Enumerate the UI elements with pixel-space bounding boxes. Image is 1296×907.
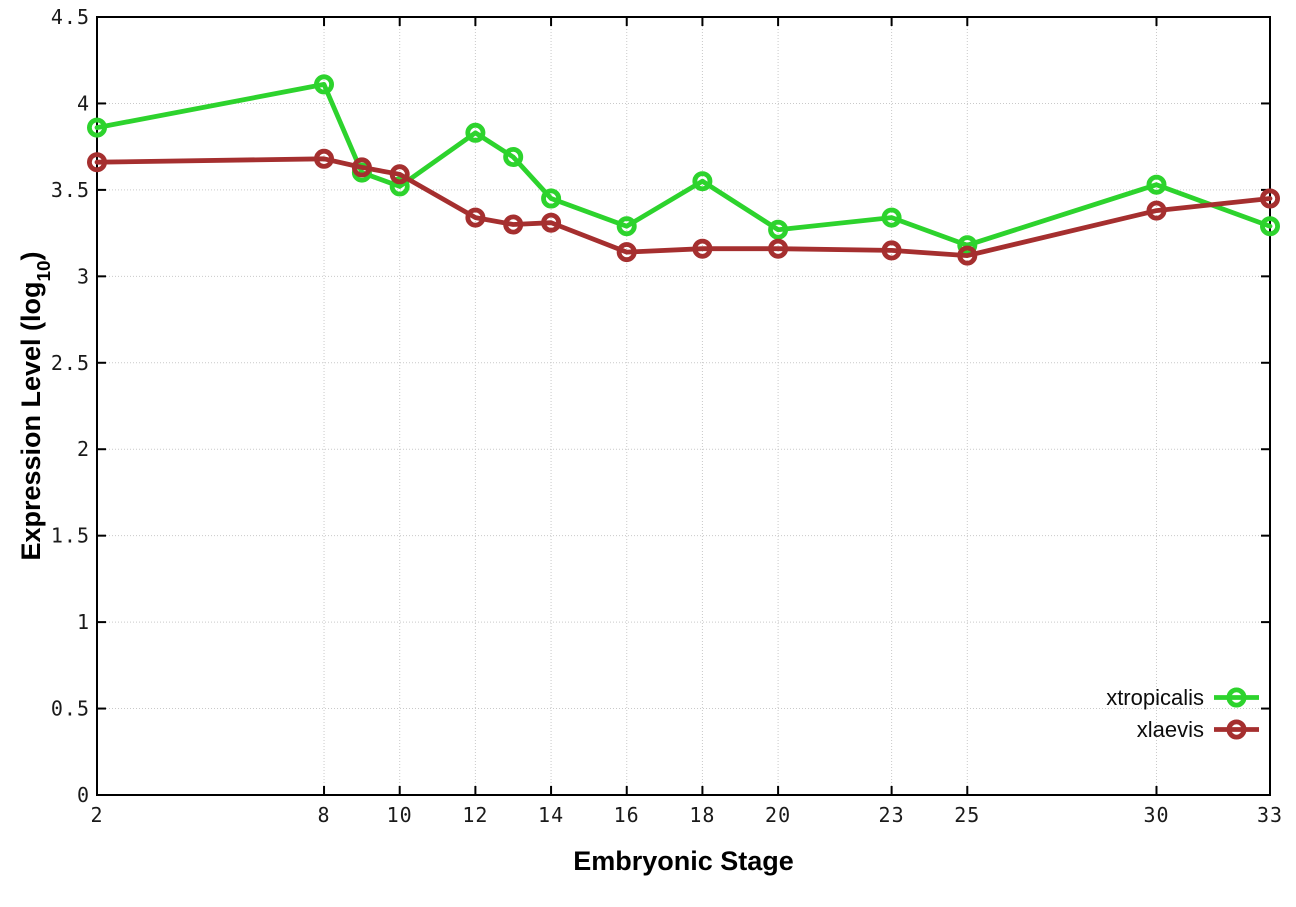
data-point-xlaevis (389, 164, 410, 185)
data-point-xlaevis (541, 212, 562, 233)
data-point-xtropicalis (692, 171, 713, 192)
y-axis-title-subscript: 10 (33, 260, 55, 282)
x-tick-label: 12 (462, 803, 488, 827)
data-point-xtropicalis (768, 219, 789, 240)
x-axis-title: Embryonic Stage (573, 846, 794, 876)
x-tick-label: 30 (1143, 803, 1169, 827)
data-point-xtropicalis (389, 176, 410, 197)
data-point-xlaevis (1146, 200, 1167, 221)
y-axis-title-close: ) (15, 251, 46, 261)
data-point-xtropicalis (87, 117, 108, 138)
data-point-xtropicalis (313, 74, 334, 95)
data-point-xlaevis (881, 240, 902, 261)
legend-label-xlaevis: xlaevis (1136, 717, 1204, 742)
line-marker-icon (1214, 719, 1259, 740)
x-tick-label: 8 (317, 803, 330, 827)
x-tick-label: 2 (90, 803, 103, 827)
y-tick-label: 2.5 (51, 351, 90, 375)
y-tick-label: 3 (77, 264, 90, 288)
x-tick-label: 18 (689, 803, 715, 827)
x-tick-label: 33 (1257, 803, 1283, 827)
y-tick-label: 4 (77, 91, 90, 115)
x-tick-label: 25 (954, 803, 980, 827)
data-point-xtropicalis (1260, 216, 1281, 237)
x-tick-label: 16 (614, 803, 640, 827)
x-tick-label: 20 (765, 803, 791, 827)
data-point-xtropicalis (465, 122, 486, 143)
data-point-xlaevis (616, 242, 637, 263)
data-point-xlaevis (87, 152, 108, 173)
y-tick-label: 0.5 (51, 697, 90, 721)
legend-sample-marker (1226, 687, 1247, 708)
data-point-xtropicalis (616, 216, 637, 237)
x-tick-label: 10 (387, 803, 413, 827)
series-line-xtropicalis (94, 82, 1273, 248)
line-marker-icon (1214, 687, 1259, 708)
legend: xtropicalis xlaevis (1106, 685, 1260, 742)
y-tick-label: 4.5 (51, 5, 90, 29)
x-tick-label: 23 (879, 803, 905, 827)
y-tick-label: 2 (77, 437, 90, 461)
data-point-xlaevis (1260, 188, 1281, 209)
y-tick-label: 3.5 (51, 178, 90, 202)
data-point-xlaevis (957, 245, 978, 266)
y-tick-label: 0 (77, 783, 90, 807)
data-point-xlaevis (503, 214, 524, 235)
data-point-xlaevis (768, 238, 789, 259)
y-tick-label: 1 (77, 610, 90, 634)
data-point-xtropicalis (1146, 174, 1167, 195)
y-tick-label: 1.5 (51, 524, 90, 548)
data-point-xlaevis (351, 157, 372, 178)
legend-entry-xtropicalis: xtropicalis (1106, 685, 1260, 710)
series-line-xlaevis (94, 156, 1273, 259)
legend-entry-xlaevis: xlaevis (1137, 717, 1260, 742)
data-point-xlaevis (692, 238, 713, 259)
data-point-xtropicalis (957, 235, 978, 256)
legend-label-xtropicalis: xtropicalis (1106, 685, 1204, 710)
plot-border (96, 16, 1271, 796)
data-point-xtropicalis (881, 207, 902, 228)
y-axis-title: Expression Level (log10) (15, 251, 55, 561)
data-point-xtropicalis (503, 146, 524, 167)
legend-sample-marker (1226, 719, 1247, 740)
y-axis-title-text: Expression Level (log (15, 281, 46, 561)
data-point-xlaevis (313, 148, 334, 169)
data-point-xlaevis (465, 207, 486, 228)
data-point-xtropicalis (541, 188, 562, 209)
x-tick-label: 14 (538, 803, 564, 827)
